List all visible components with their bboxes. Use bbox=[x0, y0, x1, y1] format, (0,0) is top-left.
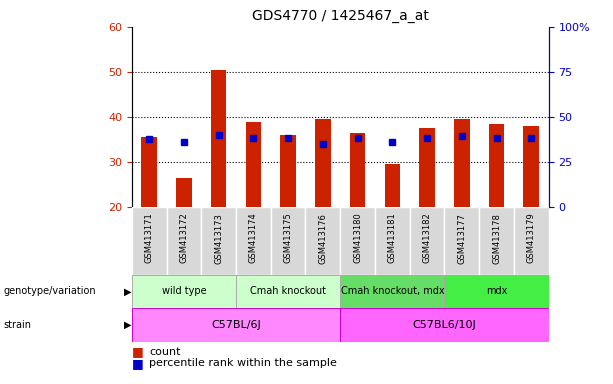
Bar bbox=[384, 164, 400, 207]
Bar bbox=[132, 275, 236, 308]
Bar bbox=[305, 207, 340, 275]
Bar bbox=[479, 207, 514, 275]
Bar bbox=[315, 119, 330, 207]
Bar bbox=[340, 308, 549, 342]
Bar bbox=[409, 207, 444, 275]
Bar bbox=[350, 133, 365, 207]
Text: GSM413180: GSM413180 bbox=[353, 213, 362, 263]
Text: GSM413178: GSM413178 bbox=[492, 213, 501, 263]
Bar bbox=[444, 207, 479, 275]
Bar bbox=[201, 207, 236, 275]
Bar bbox=[514, 207, 549, 275]
Bar bbox=[340, 207, 375, 275]
Bar bbox=[444, 275, 549, 308]
Text: GSM413176: GSM413176 bbox=[318, 213, 327, 263]
Bar bbox=[167, 207, 201, 275]
Text: ■: ■ bbox=[132, 357, 143, 370]
Text: GSM413173: GSM413173 bbox=[214, 213, 223, 263]
Bar bbox=[236, 275, 340, 308]
Text: GSM413179: GSM413179 bbox=[527, 213, 536, 263]
Text: Cmah knockout, mdx: Cmah knockout, mdx bbox=[340, 286, 444, 296]
Text: GSM413182: GSM413182 bbox=[422, 213, 432, 263]
Text: strain: strain bbox=[3, 320, 31, 330]
Bar bbox=[489, 124, 504, 207]
Text: wild type: wild type bbox=[162, 286, 206, 296]
Text: C57BL6/10J: C57BL6/10J bbox=[413, 320, 476, 330]
Text: GSM413174: GSM413174 bbox=[249, 213, 258, 263]
Bar bbox=[340, 275, 444, 308]
Bar bbox=[246, 122, 261, 207]
Text: GSM413181: GSM413181 bbox=[388, 213, 397, 263]
Text: ▶: ▶ bbox=[124, 286, 132, 296]
Bar bbox=[271, 207, 305, 275]
Bar bbox=[236, 207, 271, 275]
Text: genotype/variation: genotype/variation bbox=[3, 286, 96, 296]
Text: C57BL/6J: C57BL/6J bbox=[211, 320, 261, 330]
Text: count: count bbox=[149, 347, 180, 357]
Bar bbox=[132, 308, 340, 342]
Bar bbox=[375, 207, 409, 275]
Text: GSM413175: GSM413175 bbox=[284, 213, 292, 263]
Bar bbox=[211, 70, 226, 207]
Bar bbox=[132, 207, 167, 275]
Text: percentile rank within the sample: percentile rank within the sample bbox=[149, 358, 337, 368]
Text: mdx: mdx bbox=[486, 286, 507, 296]
Text: Cmah knockout: Cmah knockout bbox=[250, 286, 326, 296]
Text: GSM413177: GSM413177 bbox=[457, 213, 466, 263]
Bar bbox=[419, 128, 435, 207]
Bar bbox=[142, 137, 157, 207]
Title: GDS4770 / 1425467_a_at: GDS4770 / 1425467_a_at bbox=[252, 9, 428, 23]
Text: GSM413171: GSM413171 bbox=[145, 213, 154, 263]
Bar bbox=[176, 178, 192, 207]
Bar bbox=[524, 126, 539, 207]
Text: ▶: ▶ bbox=[124, 320, 132, 330]
Text: GSM413172: GSM413172 bbox=[180, 213, 188, 263]
Text: ■: ■ bbox=[132, 345, 143, 358]
Bar bbox=[280, 135, 296, 207]
Bar bbox=[454, 119, 470, 207]
